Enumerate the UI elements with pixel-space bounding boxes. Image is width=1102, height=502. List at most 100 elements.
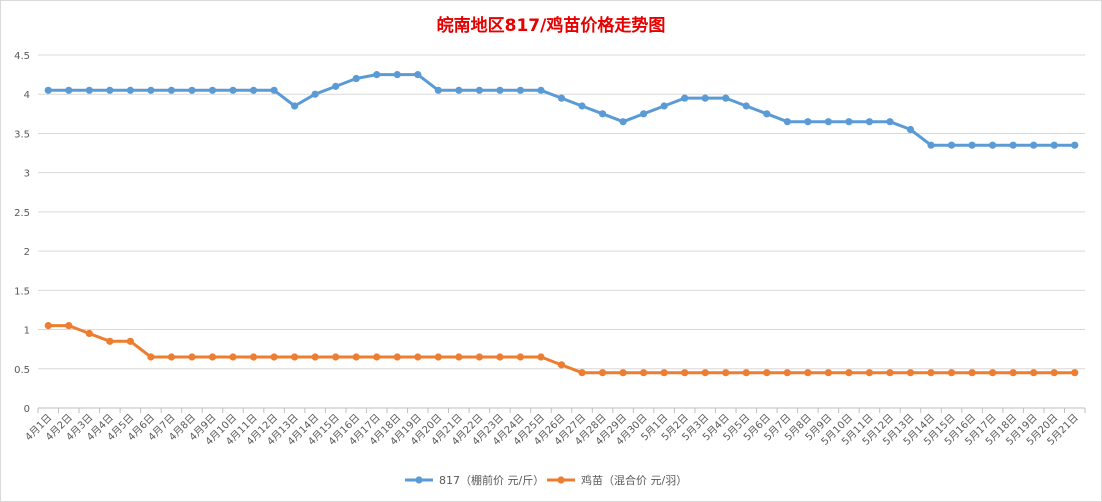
data-point (537, 86, 545, 94)
data-point (742, 102, 750, 110)
data-point (516, 86, 525, 94)
data-point (147, 353, 155, 361)
y-tick-label: 3.5 (14, 129, 30, 140)
data-point (291, 102, 299, 110)
data-point (208, 353, 217, 361)
data-point (886, 369, 894, 377)
data-point (496, 353, 504, 361)
data-point (291, 353, 299, 361)
data-point (332, 353, 340, 361)
data-point (783, 369, 791, 377)
data-point (537, 353, 545, 361)
data-point (968, 369, 976, 377)
y-tick-label: 0.5 (14, 365, 30, 376)
data-point (557, 361, 566, 369)
data-point (742, 369, 750, 377)
data-point (85, 329, 93, 338)
data-point (906, 369, 915, 377)
data-point (989, 141, 997, 149)
legend-marker (415, 476, 423, 484)
data-point (393, 353, 401, 361)
data-point (681, 369, 689, 377)
legend-label: 鸡苗（混合价 元/羽） (581, 473, 687, 487)
legend-marker (557, 476, 565, 484)
data-point (886, 118, 894, 126)
data-point (126, 337, 134, 345)
data-point (1009, 369, 1017, 377)
data-point (598, 110, 607, 118)
data-point (968, 141, 976, 149)
chart-title: 皖南地区817/鸡苗价格走势图 (436, 16, 666, 36)
y-tick-label: 1.5 (14, 286, 30, 297)
data-point (106, 337, 114, 345)
data-point (65, 86, 73, 94)
data-point (989, 369, 997, 377)
data-point (906, 125, 915, 134)
data-point (475, 353, 483, 361)
data-point (208, 86, 217, 94)
data-point (845, 369, 853, 377)
data-point (352, 353, 360, 361)
y-tick-label: 4 (24, 90, 30, 101)
y-tick-label: 0 (24, 404, 30, 415)
data-point (188, 86, 196, 94)
data-point (229, 86, 237, 94)
data-point (804, 118, 812, 126)
data-point (147, 86, 155, 94)
data-point (270, 86, 278, 94)
data-point (434, 353, 442, 361)
legend-label: 817（棚前价 元/斤） (439, 473, 544, 487)
y-tick-label: 3 (24, 169, 30, 180)
y-tick-label: 2.5 (14, 208, 30, 219)
data-point (167, 353, 176, 361)
data-point (865, 118, 874, 126)
y-tick-label: 1 (24, 326, 30, 337)
data-point (681, 94, 689, 102)
data-point (824, 369, 832, 377)
data-point (578, 369, 586, 377)
data-point (783, 118, 791, 126)
y-tick-label: 4.5 (14, 51, 30, 62)
data-point (619, 118, 627, 126)
data-point (455, 353, 463, 361)
data-point (414, 71, 422, 79)
data-point (557, 94, 566, 102)
data-point (393, 71, 401, 79)
data-point (85, 86, 93, 94)
data-point (701, 369, 709, 377)
data-point (845, 118, 853, 126)
data-point (475, 86, 483, 94)
series-line (46, 73, 1077, 147)
data-point (1009, 141, 1017, 149)
data-point (270, 353, 278, 361)
data-point (311, 353, 319, 361)
data-point (824, 118, 832, 126)
data-point (414, 353, 422, 361)
data-point (126, 86, 134, 94)
data-point (311, 90, 319, 98)
data-point (434, 86, 442, 94)
data-point (249, 353, 258, 361)
data-point (947, 141, 956, 149)
data-point (106, 86, 114, 94)
data-point (927, 369, 935, 377)
data-point (763, 369, 771, 377)
data-point (1030, 141, 1038, 149)
data-point (619, 369, 627, 377)
data-point (660, 102, 668, 110)
data-point (65, 322, 73, 330)
data-point (249, 86, 258, 94)
data-point (188, 353, 196, 361)
data-point (640, 369, 648, 377)
data-point (701, 94, 709, 102)
data-point (373, 353, 381, 361)
data-point (1050, 141, 1058, 149)
data-point (947, 369, 956, 377)
data-point (352, 74, 360, 83)
data-point (455, 86, 463, 94)
data-point (927, 141, 935, 149)
data-point (167, 86, 176, 94)
data-point (865, 369, 874, 377)
data-point (332, 82, 340, 90)
